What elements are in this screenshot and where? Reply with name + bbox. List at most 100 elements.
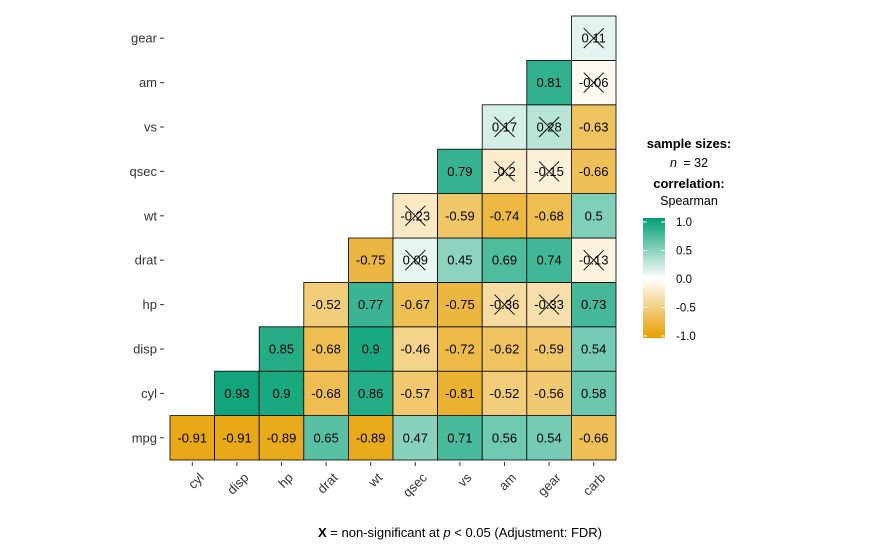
legend-tick-label-3: -0.5 — [676, 303, 696, 315]
x-tick-label-drat: drat — [314, 470, 341, 497]
non-significant-cross-drat-qsec-1 — [404, 249, 426, 271]
cell-label-cyl-wt: 0.86 — [358, 386, 383, 401]
heatmap-cell-mpg-vs — [437, 415, 483, 461]
cell-label-wt-vs: -0.59 — [445, 208, 475, 223]
non-significant-cross-gear-carb-1 — [583, 27, 605, 49]
legend-ticks: 1.0 0.5 0.0 -0.5 -1.0 — [643, 217, 696, 343]
x-tick-label-disp: disp — [224, 470, 251, 497]
cell-label-hp-qsec: -0.67 — [400, 297, 430, 312]
legend-tick-label-1: 0.5 — [676, 246, 692, 258]
y-tick-label-disp: disp — [133, 342, 157, 357]
legend-tick-label-0: 1.0 — [676, 217, 692, 229]
y-tick-label-drat: drat — [135, 253, 158, 268]
heatmap-cell-hp-drat — [303, 281, 349, 328]
legend-sample-title: sample sizes: — [647, 136, 732, 151]
cell-label-mpg-am: 0.56 — [492, 430, 517, 445]
heatmap-cell-mpg-cyl — [169, 415, 215, 461]
cell-label-qsec-vs: 0.79 — [447, 164, 472, 179]
non-significant-cross-wt-qsec-1 — [404, 205, 426, 227]
x-tick-label-am: am — [496, 470, 519, 493]
y-tick-label-cyl: cyl — [141, 386, 157, 401]
cell-label-drat-gear: 0.74 — [536, 253, 561, 268]
heatmap-cell-drat-gear — [526, 237, 572, 283]
cell-label-cyl-vs: -0.81 — [445, 386, 475, 401]
x-tick-label-wt: wt — [365, 470, 386, 491]
legend: sample sizes: n = 32 correlation: Spearm… — [643, 136, 731, 343]
heatmap-cell-am-gear — [526, 60, 572, 106]
cell-label-wt-am: -0.74 — [490, 208, 520, 223]
caption-x-symbol: X — [318, 525, 327, 540]
non-significant-cross-qsec-am-1 — [494, 161, 515, 182]
x-tick-label-carb: carb — [580, 470, 608, 498]
heatmap-cell-disp-qsec — [392, 326, 438, 372]
cell-label-disp-gear: -0.59 — [534, 342, 564, 357]
caption: X = non-significant at p < 0.05 (Adjustm… — [318, 525, 602, 540]
y-tick-label-vs: vs — [144, 120, 158, 135]
x-tick-label-hp: hp — [275, 470, 296, 491]
cell-label-mpg-gear: 0.54 — [536, 430, 561, 445]
non-significant-cross-qsec-gear-1 — [538, 161, 560, 182]
x-tick-label-vs: vs — [455, 470, 475, 490]
heatmap-cell-drat-wt — [347, 237, 394, 283]
heatmap-cell-cyl-am — [481, 370, 528, 417]
legend-colorbar — [643, 218, 665, 338]
heatmap-cell-mpg-gear — [526, 415, 572, 461]
non-significant-cross-hp-gear-1 — [538, 294, 560, 315]
non-significant-marks — [404, 27, 605, 315]
y-tick-label-gear: gear — [131, 31, 158, 46]
heatmap-cell-disp-drat — [303, 326, 349, 372]
cell-label-disp-hp: 0.85 — [269, 342, 294, 357]
y-tick-label-qsec: qsec — [130, 164, 158, 179]
heatmap-cell-wt-am — [481, 193, 528, 239]
y-tick-label-mpg: mpg — [132, 430, 157, 445]
cell-label-qsec-carb: -0.66 — [579, 164, 609, 179]
cell-label-cyl-am: -0.52 — [490, 386, 520, 401]
heatmap-cell-cyl-carb — [571, 370, 617, 417]
heatmap-cell-disp-hp — [258, 326, 305, 372]
cell-label-mpg-drat: 0.65 — [313, 430, 338, 445]
non-significant-cross-vs-am-1 — [494, 116, 515, 138]
heatmap-cell-disp-am — [481, 326, 528, 372]
cell-label-drat-vs: 0.45 — [447, 253, 472, 268]
non-significant-cross-drat-carb-1 — [583, 249, 605, 271]
heatmap-cell-cyl-gear — [526, 370, 572, 417]
legend-method: Spearman — [660, 194, 718, 208]
cell-label-cyl-qsec: -0.57 — [400, 386, 430, 401]
non-significant-cross-vs-gear-1 — [538, 116, 560, 138]
cell-label-mpg-hp: -0.89 — [267, 430, 297, 445]
cell-label-hp-drat: -0.52 — [311, 297, 341, 312]
x-tick-label-qsec: qsec — [400, 470, 430, 500]
cell-label-hp-carb: 0.73 — [581, 297, 606, 312]
legend-tick-label-2: 0.0 — [676, 274, 692, 286]
cell-label-cyl-carb: 0.58 — [581, 386, 606, 401]
legend-n-symbol: n — [670, 156, 677, 170]
cell-label-cyl-disp: 0.93 — [224, 386, 249, 401]
x-tick-label-cyl: cyl — [185, 470, 207, 492]
cell-label-disp-vs: -0.72 — [445, 342, 475, 357]
heatmap-cell-mpg-am — [481, 415, 528, 461]
cell-label-am-gear: 0.81 — [536, 75, 561, 90]
cell-label-disp-qsec: -0.46 — [400, 342, 430, 357]
y-axis: mpg cyl disp hp drat wt qsec vs am gear — [130, 31, 164, 445]
legend-sample-size: n = 32 — [670, 156, 708, 170]
caption-p-symbol: p — [442, 525, 450, 540]
heatmap-cell-mpg-carb — [571, 415, 617, 461]
cell-label-cyl-drat: -0.68 — [311, 386, 341, 401]
heatmap-cell-qsec-vs — [437, 148, 483, 194]
heatmap-cell-wt-carb — [571, 193, 617, 239]
heatmap-cell-hp-carb — [571, 281, 617, 328]
heatmap-cell-cyl-hp — [258, 370, 305, 417]
cell-label-vs-carb: -0.63 — [579, 120, 609, 135]
cell-label-mpg-vs: 0.71 — [447, 430, 472, 445]
cell-label-mpg-disp: -0.91 — [222, 430, 252, 445]
cell-label-mpg-cyl: -0.91 — [177, 430, 207, 445]
legend-n-value: = 32 — [683, 156, 708, 170]
legend-correlation-title: correlation: — [653, 176, 725, 191]
non-significant-cross-hp-am-1 — [494, 294, 515, 315]
heatmap-cell-hp-wt — [347, 281, 394, 328]
x-axis: cyl disp hp drat wt qsec vs am gear carb — [185, 462, 608, 500]
heatmap-cell-mpg-disp — [214, 415, 260, 461]
caption-text-1: = non-significant at — [330, 525, 443, 540]
cell-label-cyl-hp: 0.9 — [272, 386, 290, 401]
cell-label-mpg-wt: -0.89 — [356, 430, 386, 445]
